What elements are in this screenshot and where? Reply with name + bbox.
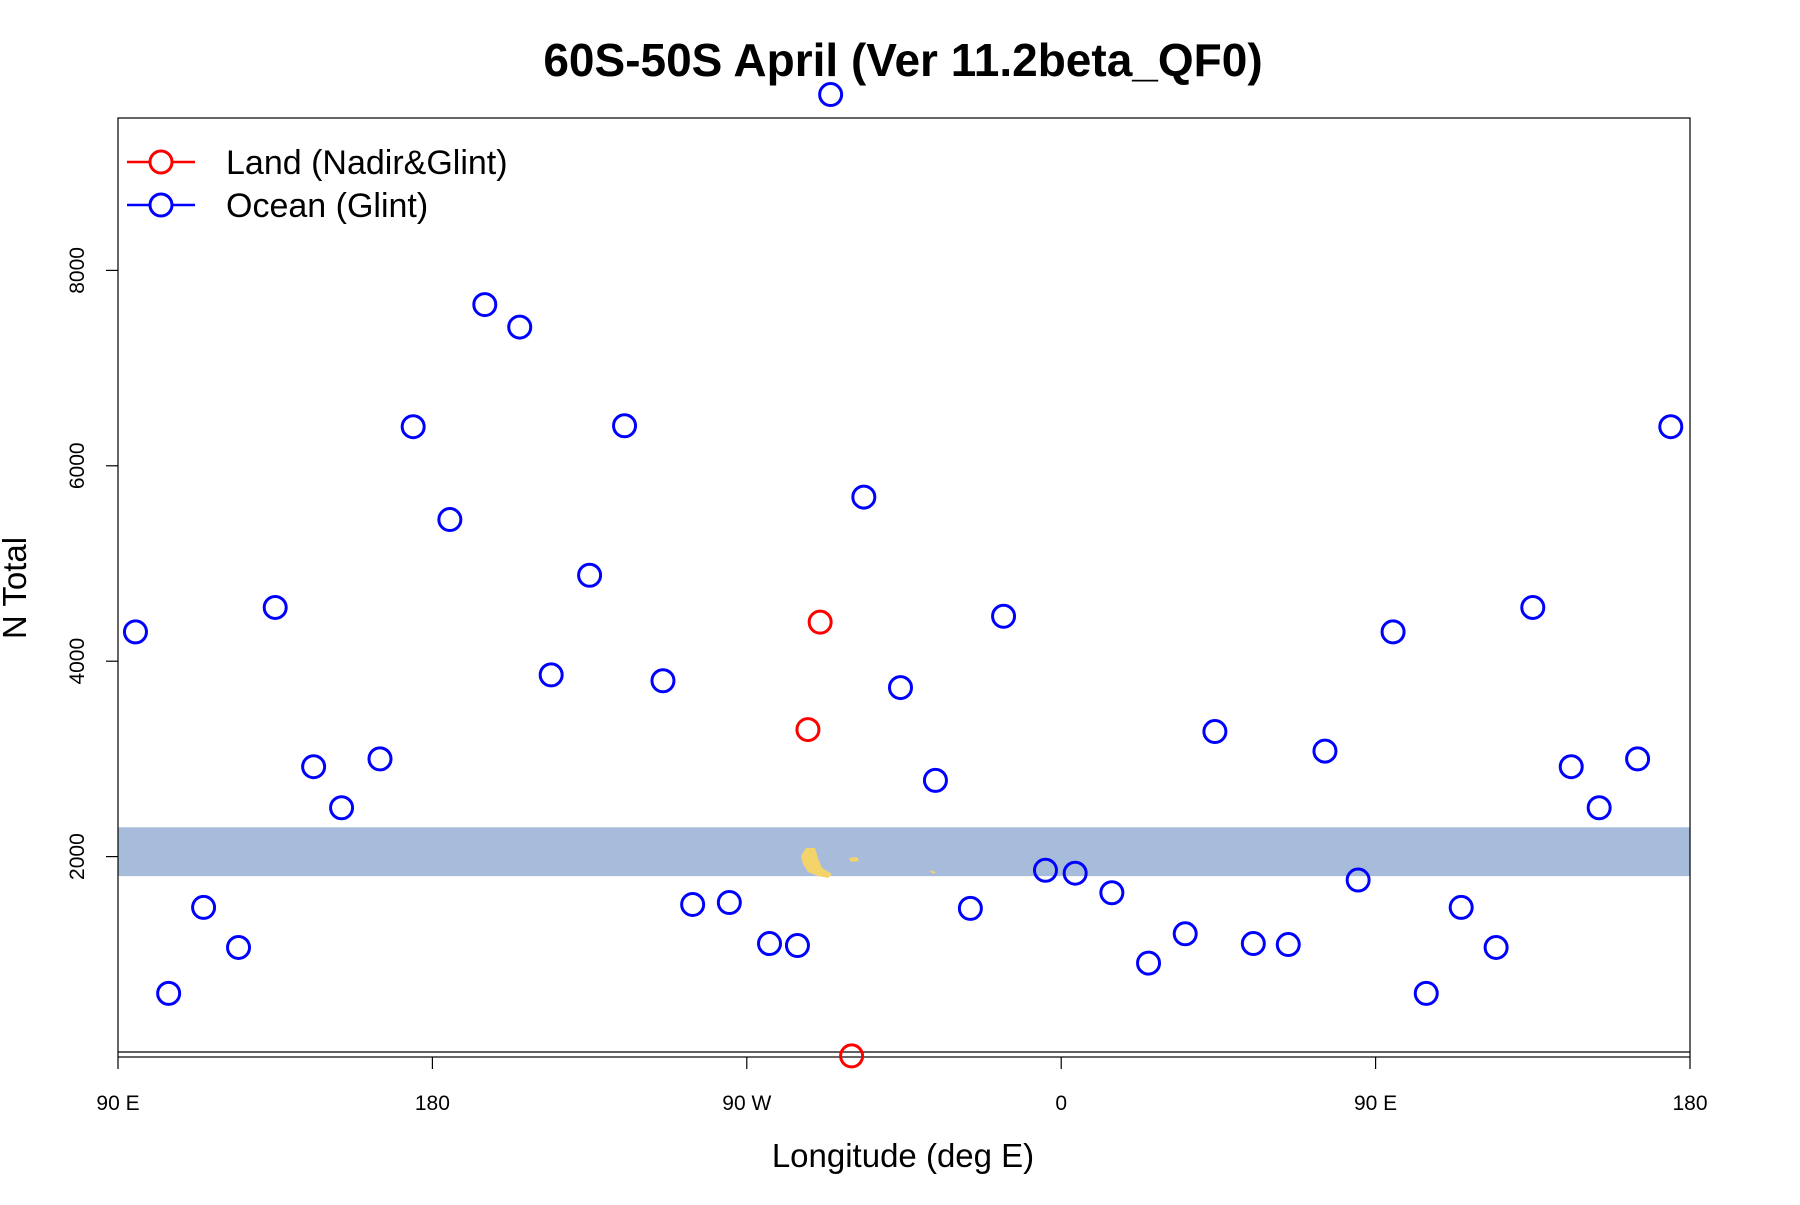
data-points <box>122 82 1684 1069</box>
ocean-point <box>577 562 603 588</box>
x-tick-label: 180 <box>415 1092 450 1115</box>
x-tick-label: 90 W <box>722 1092 771 1115</box>
ocean-point <box>757 931 783 957</box>
legend-land-marker <box>148 149 174 175</box>
ocean-point <box>1448 894 1474 920</box>
x-axis-ticks: 90 E 180 90 W 0 90 E 180 <box>96 1057 1708 1115</box>
ocean-point <box>1099 880 1125 906</box>
ocean-point <box>1483 934 1509 960</box>
x-tick-label: 0 <box>1055 1092 1067 1115</box>
south-georgia-land-patch <box>929 870 936 874</box>
y-axis-ticks: 2000 4000 6000 8000 <box>66 247 118 880</box>
chart-title: 60S-50S April (Ver 11.2beta_QF0) <box>543 34 1262 86</box>
ocean-point <box>1586 795 1612 821</box>
ocean-point <box>922 767 948 793</box>
ocean-point <box>1345 867 1371 893</box>
x-tick-label: 90 E <box>1354 1092 1397 1115</box>
map-land-patches <box>801 848 936 878</box>
ocean-point <box>612 413 638 439</box>
ocean-point <box>957 895 983 921</box>
ocean-point <box>472 292 498 318</box>
ocean-point <box>1240 931 1266 957</box>
map-ocean-band <box>118 827 1690 877</box>
land-point <box>795 717 821 743</box>
legend-land-label: Land (Nadir&Glint) <box>226 144 508 182</box>
ocean-point <box>1658 414 1684 440</box>
y-tick-label: 2000 <box>66 833 89 880</box>
y-tick-label: 6000 <box>66 442 89 489</box>
plot-frame <box>117 117 1691 1058</box>
ocean-point <box>156 980 182 1006</box>
ocean-point <box>1136 950 1162 976</box>
y-axis-label: N Total <box>0 537 33 639</box>
ocean-point <box>1172 921 1198 947</box>
falklands-land-patch <box>849 857 859 862</box>
ocean-point <box>851 484 877 510</box>
ocean-point <box>226 934 252 960</box>
legend-ocean-marker <box>148 192 174 218</box>
ocean-point <box>1032 857 1058 883</box>
ocean-point <box>367 746 393 772</box>
ocean-point <box>507 314 533 340</box>
ocean-point <box>716 890 742 916</box>
ocean-point <box>1558 754 1584 780</box>
ocean-point <box>538 662 564 688</box>
ocean-point <box>122 619 148 645</box>
land-point <box>807 609 833 635</box>
ocean-point <box>1062 860 1088 886</box>
ocean-point <box>991 603 1017 629</box>
ocean-point <box>1625 746 1651 772</box>
ocean-point <box>650 668 676 694</box>
legend-entry-land: Land (Nadir&Glint) <box>127 144 508 182</box>
x-axis-label: Longitude (deg E) <box>772 1137 1034 1174</box>
legend-entry-ocean: Ocean (Glint) <box>127 187 428 225</box>
y-tick-label: 8000 <box>66 247 89 294</box>
ocean-point <box>888 675 914 701</box>
legend: Land (Nadir&Glint) Ocean (Glint) <box>127 144 508 225</box>
legend-ocean-label: Ocean (Glint) <box>226 187 428 225</box>
x-tick-label: 180 <box>1672 1092 1707 1115</box>
ocean-point <box>784 933 810 959</box>
ocean-point <box>1380 619 1406 645</box>
land-point <box>839 1043 865 1069</box>
ocean-point <box>680 891 706 917</box>
patagonia-land-patch <box>801 848 832 878</box>
ocean-point <box>191 894 217 920</box>
ocean-point <box>301 754 327 780</box>
ocean-point <box>818 82 844 108</box>
ocean-point <box>1202 719 1228 745</box>
ocean-point <box>1275 932 1301 958</box>
ocean-point <box>329 795 355 821</box>
ocean-point <box>262 594 288 620</box>
ocean-point <box>1413 980 1439 1006</box>
ocean-point <box>1312 738 1338 764</box>
ocean-point <box>400 414 426 440</box>
y-tick-label: 4000 <box>66 638 89 685</box>
ocean-point <box>437 507 463 533</box>
x-tick-label: 90 E <box>96 1092 139 1115</box>
ocean-point <box>1520 594 1546 620</box>
